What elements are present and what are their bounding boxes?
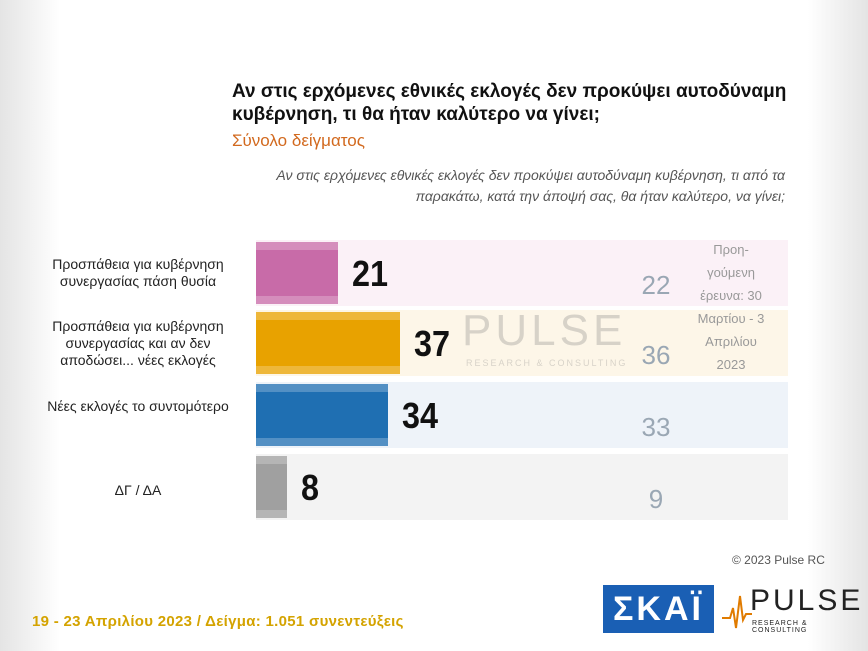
category-label: Νέες εκλογές το συντομότερο [47, 398, 229, 414]
bar [256, 384, 389, 446]
previous-value-label: 9 [648, 484, 664, 514]
bar-value-label: 34 [402, 395, 439, 436]
bar-body [256, 464, 288, 510]
previous-value-label: 36 [641, 340, 671, 370]
bar-stripe [256, 438, 389, 446]
bar-stripe [256, 296, 338, 304]
bar-stripe [256, 456, 288, 464]
row-background [256, 454, 788, 520]
bar [256, 312, 400, 374]
bar [256, 456, 288, 518]
category-label: Προσπάθεια για κυβέρνηση συνεργασίας πάσ… [52, 256, 224, 289]
bar-stripe [256, 384, 389, 392]
pulse-logo-subtext: RESEARCH & CONSULTING [752, 620, 808, 634]
category-label: ΔΓ / ΔΑ [114, 482, 162, 498]
survey-question: Αν στις ερχόμενες εθνικές εκλογές δεν πρ… [276, 167, 785, 204]
bar [256, 242, 338, 304]
bar-stripe [256, 312, 400, 320]
pulse-logo-text: PULSE [750, 584, 864, 617]
pulse-wave-icon [722, 595, 752, 629]
footer-sample-info: 19 - 23 Απριλίου 2023 / Δείγμα: 1.051 συ… [32, 613, 404, 630]
bar-stripe [256, 366, 400, 374]
chart-subtitle: Σύνολο δείγματος [232, 131, 365, 150]
copyright-text: © 2023 Pulse RC [732, 553, 825, 567]
bar-value-label: 8 [301, 467, 320, 508]
previous-value-label: 22 [641, 270, 671, 300]
bar-stripe [256, 510, 288, 518]
previous-survey-note: Προη-γούμενη έρευνα: 30 Μαρτίου - 3 Απρι… [697, 242, 765, 372]
pulse-logo: PULSE RESEARCH & CONSULTING [722, 584, 860, 634]
chart-title: Αν στις ερχόμενες εθνικές εκλογές δεν πρ… [232, 81, 787, 125]
bar-value-label: 21 [351, 253, 388, 294]
bar-body [256, 320, 400, 366]
skai-logo: ΣΚΑΪ [603, 585, 714, 633]
previous-value-label: 33 [641, 412, 671, 442]
row-background [256, 240, 788, 306]
bar-value-label: 37 [413, 323, 450, 364]
category-label: Προσπάθεια για κυβέρνηση συνεργασίας και… [52, 318, 224, 368]
bar-body [256, 250, 338, 296]
bar-body [256, 392, 389, 438]
bar-stripe [256, 242, 338, 250]
